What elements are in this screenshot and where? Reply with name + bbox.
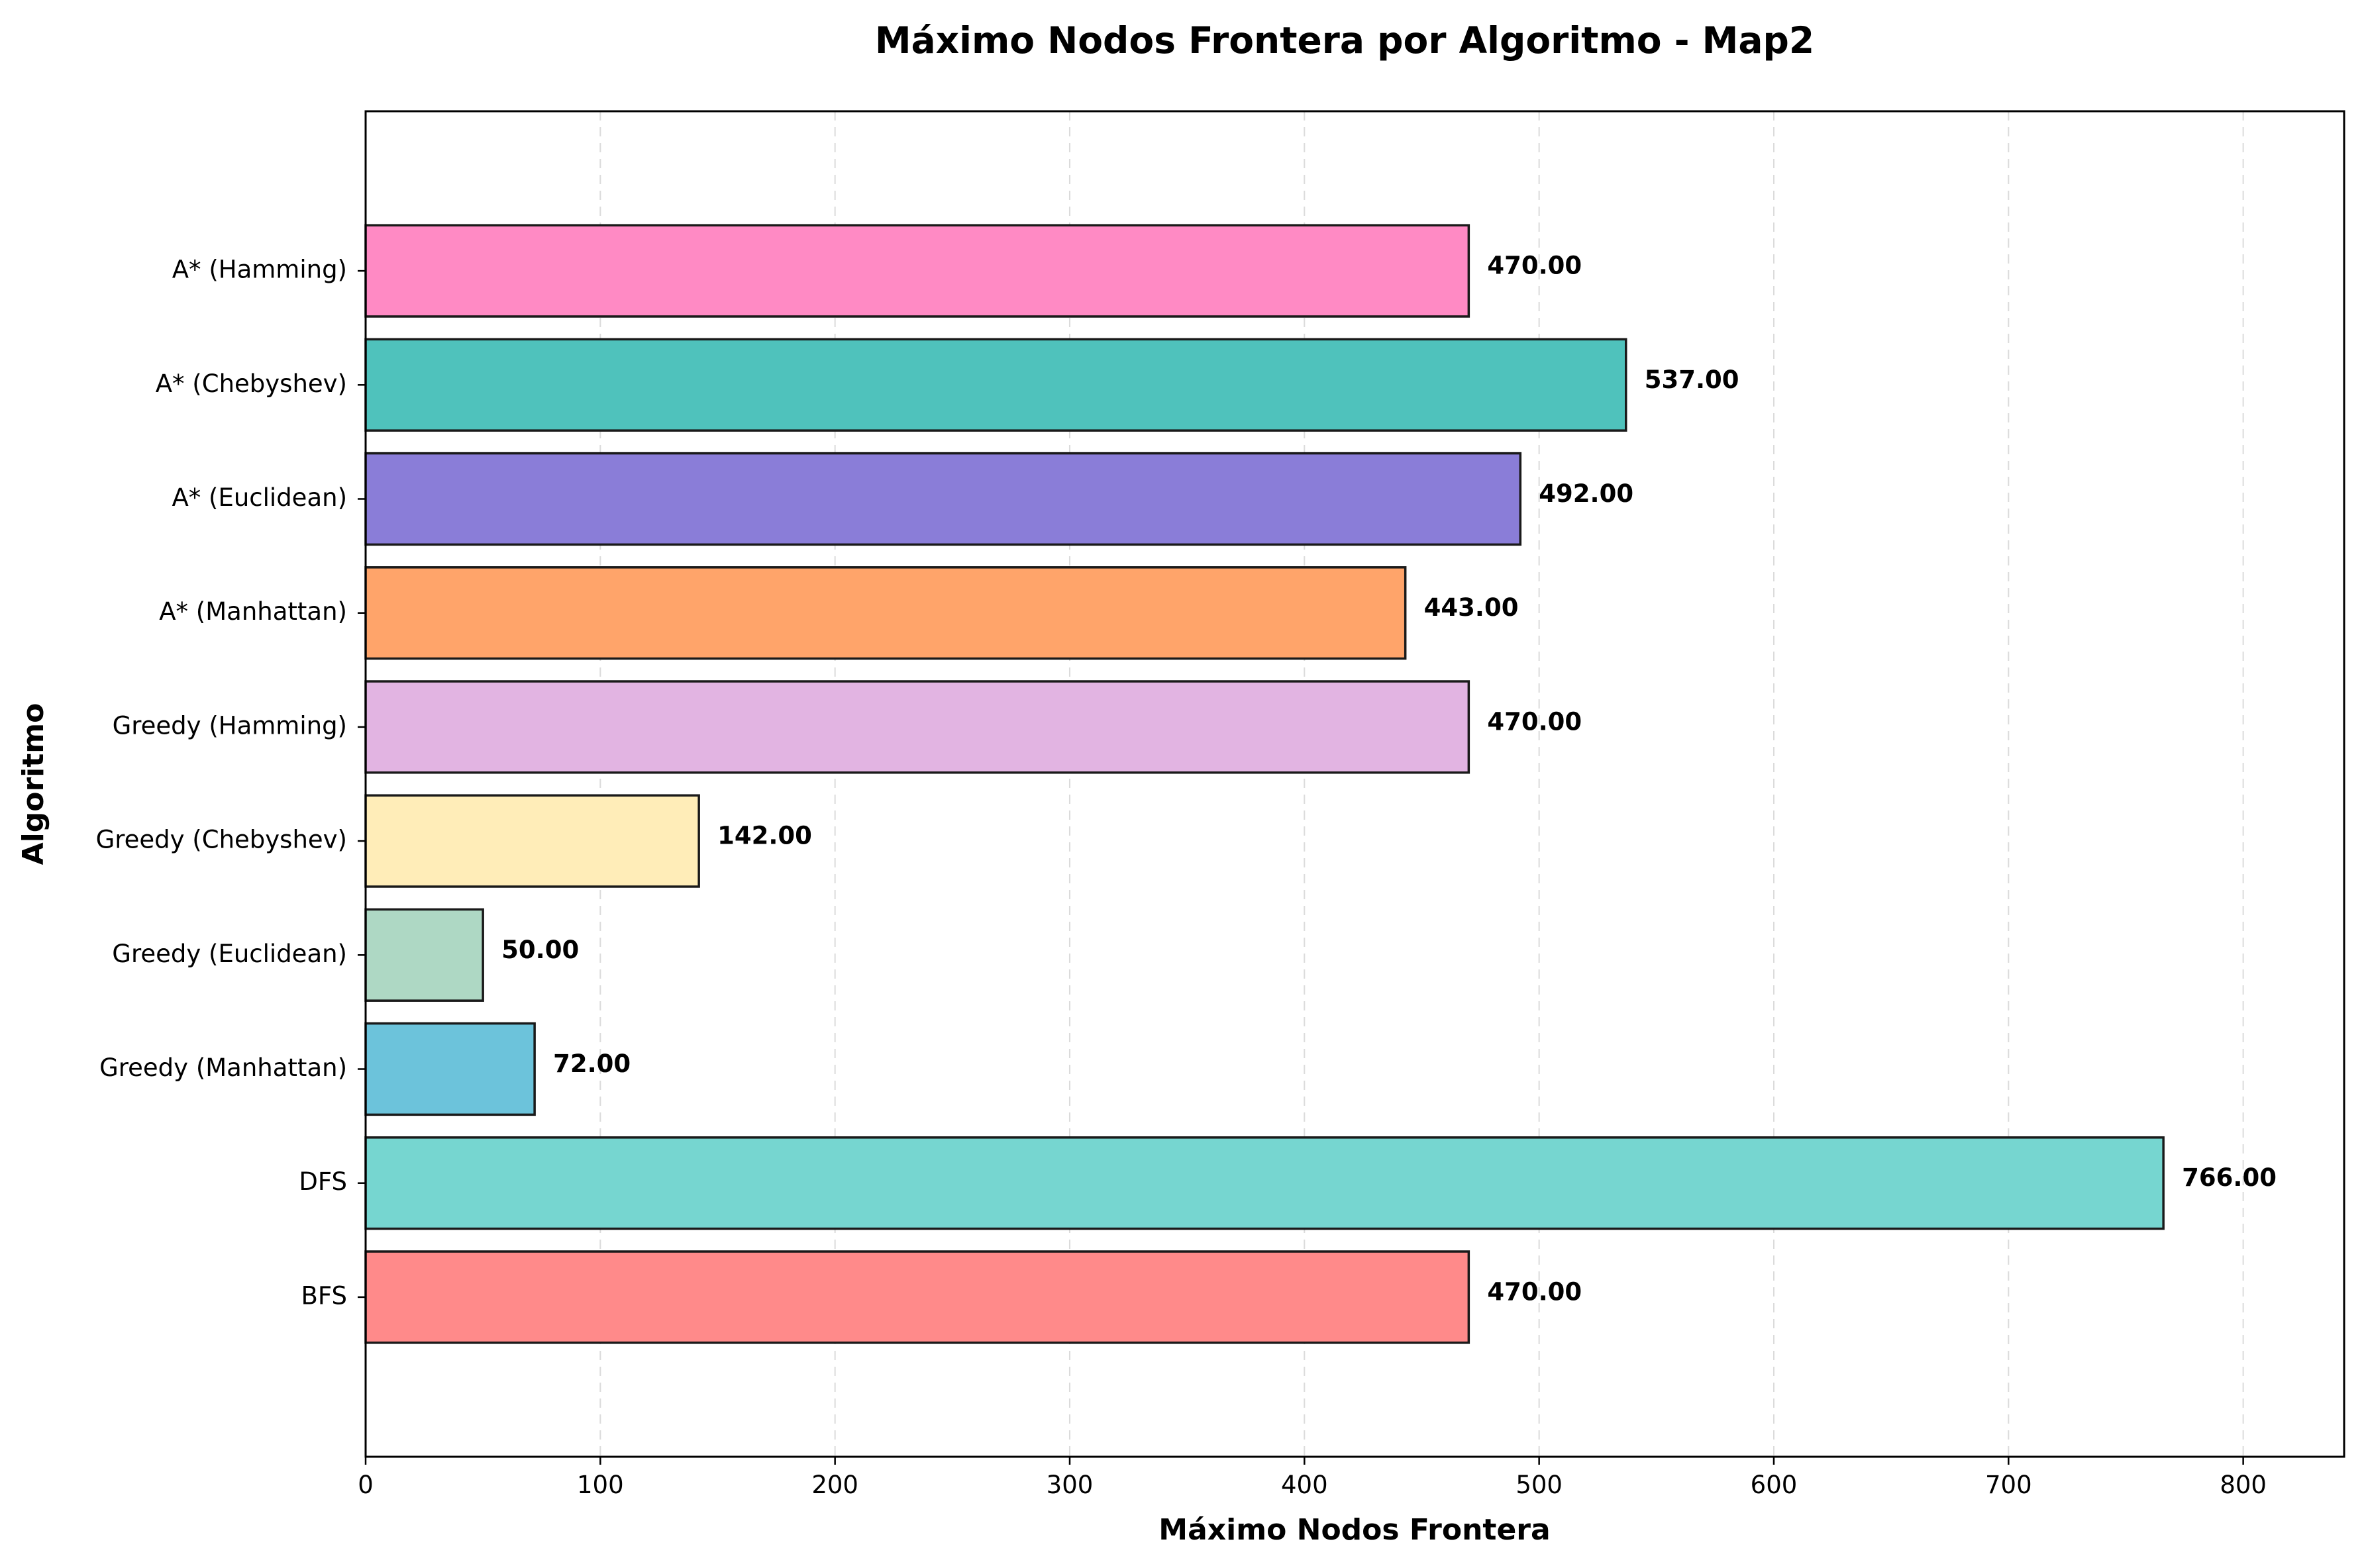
y-ticks-layer: BFS DFS Greedy (Manhattan) Greedy (Euclidea… <box>96 256 366 1310</box>
y-tick-label-8: A* (Chebyshev) <box>156 369 347 398</box>
y-axis-label: Algoritmo <box>17 703 50 865</box>
y-tick-label-1: DFS <box>299 1167 347 1196</box>
y-tick-label-0: BFS <box>301 1281 347 1310</box>
bar-1 <box>364 1136 2165 1230</box>
plot-frame <box>364 110 2345 1458</box>
value-label-6: 443.00 <box>1424 593 1519 622</box>
x-tick-label-0: 0 <box>358 1471 374 1499</box>
value-label-5: 470.00 <box>1487 707 1582 736</box>
x-tick-label-8: 800 <box>2220 1471 2267 1499</box>
x-tick-label-4: 400 <box>1281 1471 1328 1499</box>
value-label-8: 537.00 <box>1645 366 1739 394</box>
grid-layer <box>365 111 2244 1457</box>
value-label-7: 492.00 <box>1539 479 1633 508</box>
y-tick-label-5: Greedy (Hamming) <box>113 711 347 740</box>
x-tick-label-5: 500 <box>1516 1471 1563 1499</box>
x-tick-label-3: 300 <box>1047 1471 1094 1499</box>
x-ticks-layer: 0 100 200 300 400 500 600 700 800 <box>358 1457 2267 1499</box>
bar-9 <box>364 224 1470 318</box>
y-tick-label-4: Greedy (Chebyshev) <box>96 826 347 854</box>
y-tick-label-6: A* (Manhattan) <box>159 597 347 626</box>
y-tick-label-2: Greedy (Manhattan) <box>99 1054 347 1082</box>
bar-8 <box>364 338 1627 432</box>
x-axis-label: Máximo Nodos Frontera <box>1158 1513 1550 1547</box>
bar-4 <box>364 794 700 888</box>
value-label-0: 470.00 <box>1487 1277 1582 1306</box>
bar-2 <box>364 1022 536 1116</box>
bar-6 <box>364 566 1407 660</box>
y-tick-label-3: Greedy (Euclidean) <box>112 940 347 968</box>
value-label-4: 142.00 <box>717 822 812 850</box>
y-tick-label-9: A* (Hamming) <box>172 256 347 284</box>
x-tick-label-1: 100 <box>577 1471 624 1499</box>
bar-3 <box>364 908 484 1002</box>
x-tick-label-2: 200 <box>811 1471 858 1499</box>
y-tick-label-7: A* (Euclidean) <box>172 483 347 512</box>
x-tick-label-6: 600 <box>1751 1471 1798 1499</box>
bar-0 <box>364 1250 1470 1344</box>
bar-7 <box>364 452 1522 546</box>
value-label-3: 50.00 <box>501 936 579 964</box>
value-label-2: 72.00 <box>553 1050 631 1078</box>
x-tick-label-7: 700 <box>1985 1471 2032 1499</box>
value-label-9: 470.00 <box>1487 252 1582 280</box>
value-label-1: 766.00 <box>2182 1163 2277 1192</box>
chart-title: Máximo Nodos Frontera por Algoritmo - Ma… <box>875 19 1814 62</box>
bars-layer <box>364 224 2165 1344</box>
bar-5 <box>364 680 1470 774</box>
value-labels-layer: 470.00 766.00 72.00 50.00 142.00 470.00 443.00… <box>501 252 2277 1306</box>
